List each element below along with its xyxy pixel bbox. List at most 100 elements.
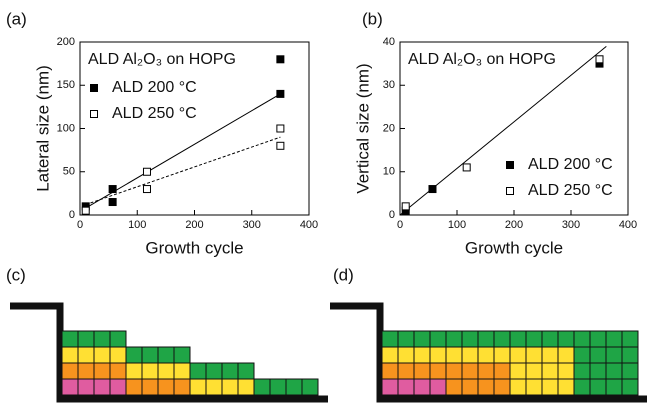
cell [621,330,639,348]
legend-marker [90,110,98,118]
cell [125,346,143,364]
x-tick-label: 400 [300,219,318,231]
cell [509,346,527,364]
panel-label: (c) [6,265,26,284]
cell [397,362,415,380]
y-tick-label: 200 [57,36,75,48]
cell [413,378,431,396]
cell [397,330,415,348]
x-axis-title: Growth cycle [145,238,243,257]
panel-label: (b) [362,9,383,28]
y-axis-title: Vertical size (nm) [353,63,372,193]
cell [173,362,191,380]
marker [276,89,285,98]
cell [557,378,575,396]
marker [276,55,285,64]
cell [445,378,463,396]
cell [557,330,575,348]
marker [142,167,151,176]
cell [461,346,479,364]
cell [445,346,463,364]
cell [525,378,543,396]
cell [93,362,111,380]
cell [93,346,111,364]
cell [109,346,127,364]
cell [205,378,223,396]
cell [493,362,511,380]
cell [589,378,607,396]
substrate-step [10,302,328,403]
substrate-step [330,302,647,403]
cell [189,362,207,380]
cell [109,378,127,396]
cell [429,378,447,396]
cell [413,330,431,348]
cell [381,330,399,348]
cell [125,378,143,396]
cell [173,346,191,364]
x-tick-label: 300 [562,219,580,231]
legend-marker [90,84,98,92]
chart-title: ALD Al₂O₃ on HOPG [408,51,556,68]
x-tick-label: 300 [243,219,261,231]
panel-label: (a) [6,9,27,28]
cell [557,362,575,380]
legend-label: ALD 250 °C [112,105,197,122]
cell [221,378,239,396]
cell [541,346,559,364]
cell [61,378,79,396]
y-tick-label: 0 [389,209,395,221]
cell [541,330,559,348]
cell [605,362,623,380]
chart-title: ALD Al₂O₃ on HOPG [88,51,236,68]
x-tick-label: 100 [128,219,146,231]
cell [589,362,607,380]
cell [381,362,399,380]
y-tick-label: 50 [63,166,75,178]
cell [541,362,559,380]
cell [141,346,159,364]
cell [381,346,399,364]
x-tick-label: 0 [77,219,83,231]
cell [253,378,271,396]
cell [61,346,79,364]
cell [541,378,559,396]
cell [285,378,303,396]
x-tick-label: 400 [619,219,637,231]
cell [477,362,495,380]
y-tick-label: 20 [383,122,395,134]
x-tick-label: 0 [397,219,403,231]
marker [142,185,151,194]
cell [61,330,79,348]
y-tick-label: 150 [57,79,75,91]
cell [509,378,527,396]
cell [237,378,255,396]
cell [429,346,447,364]
cell [109,362,127,380]
cell [621,362,639,380]
legend-marker [506,161,514,169]
y-tick-label: 30 [383,79,395,91]
y-tick-label: 0 [69,209,75,221]
marker [276,124,285,133]
cell [237,362,255,380]
cell [77,346,95,364]
cell [429,362,447,380]
cell [93,330,111,348]
cell [445,330,463,348]
marker [81,206,90,215]
cell [189,378,207,396]
cell [573,362,591,380]
marker [595,55,604,64]
cell [573,346,591,364]
cell [141,378,159,396]
marker [108,185,117,194]
cell [573,378,591,396]
cell [413,362,431,380]
cell [493,378,511,396]
cell [621,378,639,396]
cell [605,330,623,348]
cell [557,346,575,364]
cell [397,378,415,396]
